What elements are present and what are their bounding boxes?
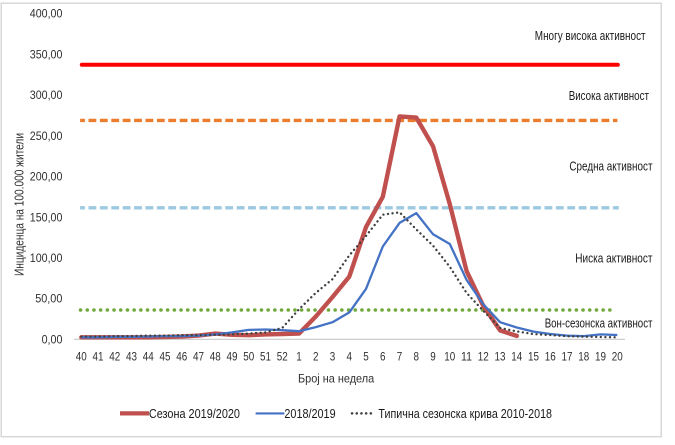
svg-text:49: 49 — [227, 349, 238, 363]
svg-text:50,00: 50,00 — [35, 292, 62, 306]
svg-text:46: 46 — [176, 349, 187, 363]
svg-text:3: 3 — [330, 349, 336, 363]
svg-text:Сезона 2019/2020: Сезона 2019/2020 — [149, 407, 240, 421]
svg-text:16: 16 — [545, 349, 556, 363]
svg-text:Средна активност: Средна активност — [569, 159, 652, 173]
svg-text:1: 1 — [296, 349, 302, 363]
svg-text:150,00: 150,00 — [30, 210, 63, 224]
svg-text:4: 4 — [347, 349, 353, 363]
svg-text:17: 17 — [562, 349, 573, 363]
svg-text:Многу висока активност: Многу висока активност — [535, 29, 646, 43]
svg-text:19: 19 — [595, 349, 606, 363]
svg-text:9: 9 — [430, 349, 436, 363]
svg-text:48: 48 — [210, 349, 221, 363]
svg-text:44: 44 — [143, 349, 154, 363]
svg-text:50: 50 — [243, 349, 254, 363]
svg-text:42: 42 — [109, 349, 120, 363]
svg-text:Вон-сезонска активност: Вон-сезонска активност — [545, 317, 653, 331]
svg-text:13: 13 — [495, 349, 506, 363]
svg-text:250,00: 250,00 — [30, 129, 63, 143]
svg-text:0,00: 0,00 — [42, 332, 63, 346]
svg-text:350,00: 350,00 — [30, 47, 63, 61]
svg-text:200,00: 200,00 — [30, 170, 63, 184]
svg-text:45: 45 — [160, 349, 171, 363]
svg-text:Инциденца на 100.000 жители: Инциденца на 100.000 жители — [13, 133, 27, 276]
svg-text:18: 18 — [578, 349, 589, 363]
svg-text:6: 6 — [380, 349, 386, 363]
svg-text:41: 41 — [93, 349, 104, 363]
svg-text:14: 14 — [511, 349, 522, 363]
svg-text:47: 47 — [193, 349, 204, 363]
svg-text:51: 51 — [260, 349, 271, 363]
svg-text:20: 20 — [612, 349, 623, 363]
svg-text:8: 8 — [414, 349, 420, 363]
svg-text:Број на недела: Број на недела — [298, 372, 374, 386]
svg-text:40: 40 — [76, 349, 87, 363]
svg-text:7: 7 — [397, 349, 403, 363]
svg-text:12: 12 — [478, 349, 489, 363]
svg-text:Ниска активност: Ниска активност — [575, 251, 652, 265]
svg-text:300,00: 300,00 — [30, 88, 63, 102]
svg-text:15: 15 — [528, 349, 539, 363]
svg-text:2018/2019: 2018/2019 — [284, 407, 335, 421]
svg-text:43: 43 — [126, 349, 137, 363]
svg-text:Висока активност: Висока активност — [569, 89, 650, 103]
svg-text:100,00: 100,00 — [30, 251, 63, 265]
svg-text:5: 5 — [363, 349, 369, 363]
svg-text:52: 52 — [277, 349, 288, 363]
svg-text:2: 2 — [313, 349, 319, 363]
svg-text:10: 10 — [444, 349, 455, 363]
svg-text:400,00: 400,00 — [30, 7, 63, 21]
svg-text:11: 11 — [461, 349, 472, 363]
svg-text:Типична сезонска крива 2010-20: Типична сезонска крива 2010-2018 — [378, 407, 552, 421]
